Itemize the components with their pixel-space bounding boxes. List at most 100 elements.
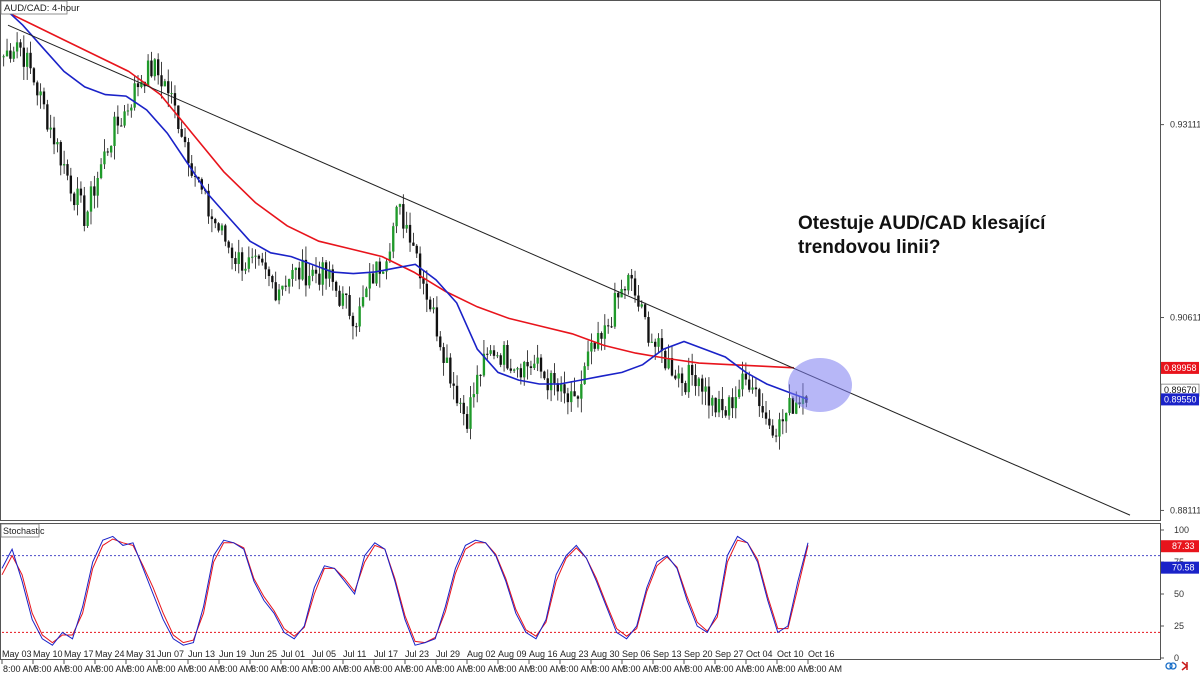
date-tick-label: Sep 13 [653,649,682,659]
time-tick-label: 8:00 AM [561,664,594,674]
candle [691,354,693,386]
date-tick-label: Jun 13 [188,649,215,659]
candle [583,362,585,384]
candle [180,120,182,137]
candle [489,345,491,356]
candle [506,340,508,370]
candle [761,393,763,418]
date-tick-label: Oct 04 [746,649,773,659]
candle [305,246,307,296]
candle [439,331,441,351]
time-tick-label: 8:00 AM [592,664,625,674]
descending-trendline[interactable] [8,25,1130,515]
time-tick-label: 8:00 AM [468,664,501,674]
candle [238,240,240,273]
candle [684,381,686,395]
candle [778,413,780,450]
candle [325,260,327,290]
time-tick-label: 8:00 AM [96,664,129,674]
stochastic-tick-label: 100 [1174,525,1189,535]
candle [315,257,317,283]
candle [718,391,720,417]
date-tick-label: Sep 27 [715,649,744,659]
candle [375,261,377,286]
candle [150,52,152,78]
time-tick-label: 8:00 AM [34,664,67,674]
time-tick-label: 8:00 AM [406,664,439,674]
candle [211,209,213,232]
date-tick-label: Aug 16 [529,649,558,659]
candle [56,138,58,152]
candle [597,322,599,351]
time-tick-label: 8:00 AM [747,664,780,674]
candle [469,386,471,439]
candle [86,210,88,228]
candle [476,365,478,402]
scroll-right-icon[interactable] [1182,662,1187,670]
candle [36,81,38,106]
candle [536,345,538,371]
candle [291,264,293,287]
candle [671,347,673,377]
candle [268,267,270,287]
candle [278,284,280,304]
candle [782,409,784,434]
candle [674,370,676,380]
candle [264,252,266,279]
candle [342,286,344,309]
candle [177,105,179,133]
date-tick-label: Jul 11 [343,649,366,659]
candle [335,281,337,297]
date-tick-label: Aug 30 [591,649,620,659]
candle [244,262,246,274]
time-tick-label: 8:00 AM [65,664,98,674]
candle [416,244,418,258]
candle [63,151,65,174]
candle [217,222,219,232]
candle [50,115,52,138]
date-tick-label: Aug 09 [498,649,527,659]
candle [26,48,28,80]
candle [184,128,186,147]
time-tick-label: 8:00 AM [623,664,656,674]
candle [248,246,250,272]
candle [530,361,532,375]
candle [688,358,690,398]
candle [587,341,589,370]
candle [224,224,226,246]
candle [157,53,159,84]
price-label-text: 0.89958 [1164,363,1197,373]
candle [631,269,633,291]
candle [617,291,619,309]
candle [402,194,404,238]
candle [634,271,636,303]
candle [698,377,700,396]
candle [442,343,444,376]
candle [516,367,518,378]
candle [557,378,559,400]
stochastic-value-text: 70.58 [1172,563,1195,573]
candle [449,353,451,388]
candle [110,145,112,157]
candle [328,261,330,286]
link-icon[interactable] [1166,663,1176,669]
candle [308,263,310,289]
candle [369,263,371,301]
candle [644,303,646,320]
candle [657,333,659,352]
time-tick-label: 8:00 AM [313,664,346,674]
candle [362,285,364,307]
candle [395,206,397,234]
candle [251,248,253,263]
time-tick-label: 8:00 AM [654,664,687,674]
candle [607,319,609,334]
time-tick-label: 8:00 AM [282,664,315,674]
candle [721,387,723,418]
candle [107,148,109,156]
candle [406,212,408,233]
candle [453,372,455,399]
candle [758,388,760,417]
date-tick-label: Oct 16 [808,649,835,659]
